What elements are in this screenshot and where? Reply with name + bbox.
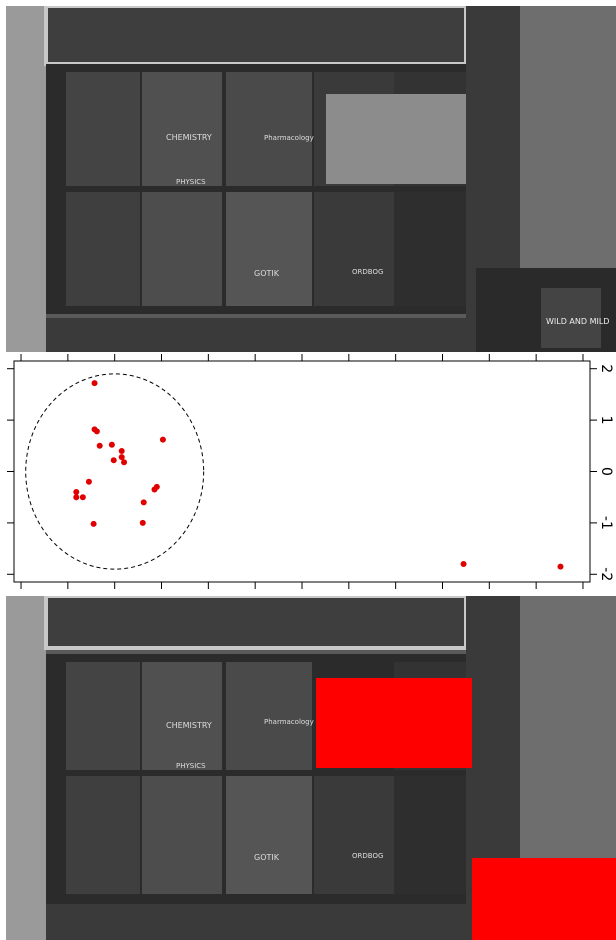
data-point-3	[96, 442, 103, 449]
y-tick-label-2: 0	[598, 467, 614, 476]
data-point-7	[110, 457, 117, 464]
data-point-15	[151, 486, 158, 493]
data-point-12	[73, 494, 80, 501]
data-point-5	[118, 447, 125, 454]
book-spine-1: CHEMISTRY	[166, 721, 212, 730]
data-point-20	[557, 563, 564, 570]
data-point-8	[121, 459, 128, 466]
book-spine-2: PHYSICS	[176, 762, 206, 770]
data-point-18	[90, 520, 97, 527]
data-point-13	[79, 494, 86, 501]
book-spine-2: PHYSICS	[176, 178, 206, 186]
bookshelf-photo-top: CHEMISTRY PHYSICS Pharmacology GOTIK ORD…	[6, 6, 616, 352]
red-mask-region	[472, 858, 616, 940]
data-point-9	[159, 436, 166, 443]
data-point-0	[91, 380, 98, 387]
book-spine-1: CHEMISTRY	[166, 133, 212, 142]
data-point-11	[73, 489, 80, 496]
plot-frame	[13, 360, 591, 583]
book-spine-3: Pharmacology	[264, 718, 314, 726]
tin-label: WILD AND MILD	[546, 317, 609, 326]
book-spine-5: ORDBOG	[352, 852, 383, 860]
y-tick-label-3: -1	[598, 516, 614, 530]
red-mask-region	[316, 678, 472, 768]
data-point-10	[85, 478, 92, 485]
book-spine-5: ORDBOG	[352, 268, 383, 276]
data-point-16	[140, 499, 147, 506]
book-spine-4: GOTIK	[254, 853, 280, 862]
data-point-6	[118, 454, 125, 461]
data-point-4	[108, 441, 115, 448]
y-tick-label-1: 1	[598, 416, 614, 425]
book-spine-4: GOTIK	[254, 269, 280, 278]
data-point-19	[460, 561, 467, 568]
scatter-plot: 210-1-2-3-4-5-6-7-8-9-10210-1-2	[0, 352, 616, 619]
dashed-circle	[25, 373, 205, 570]
y-tick-label-4: -2	[598, 567, 614, 581]
y-tick-label-0: 2	[598, 364, 614, 373]
data-point-17	[139, 519, 146, 526]
bookshelf-photo-bottom: CHEMISTRY PHYSICS Pharmacology GOTIK ORD…	[6, 596, 616, 940]
data-point-2	[93, 428, 100, 435]
book-spine-3: Pharmacology	[264, 134, 314, 142]
